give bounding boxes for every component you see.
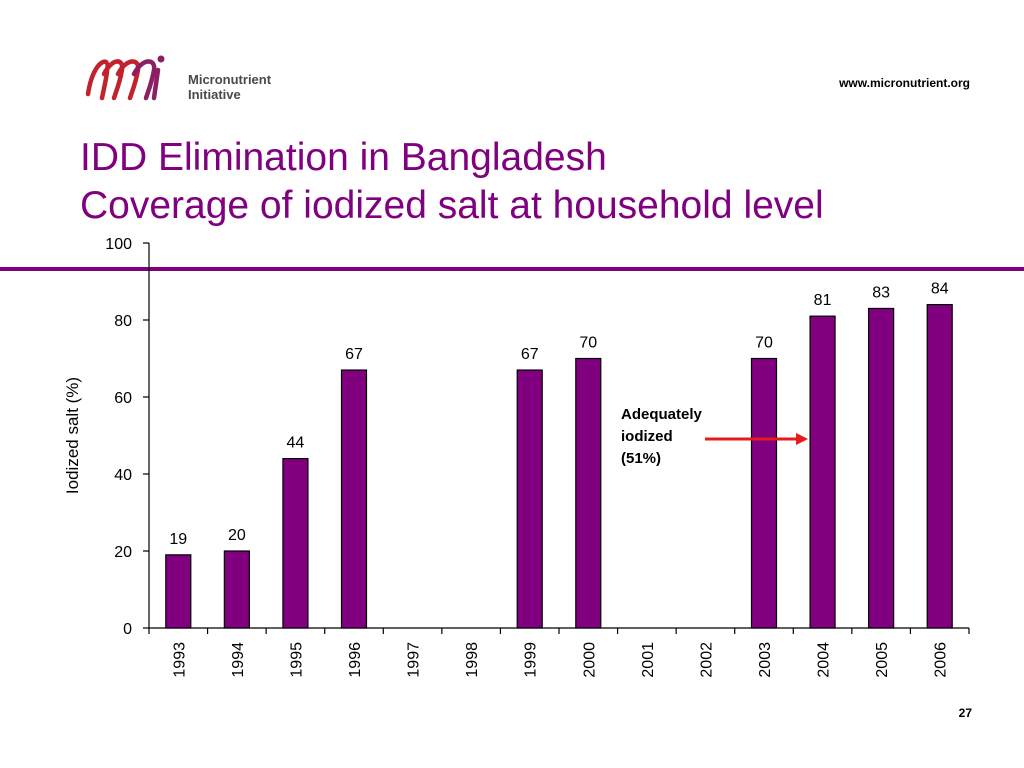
title-divider bbox=[0, 267, 1024, 271]
bar bbox=[282, 458, 309, 629]
title-line-2: Coverage of iodized salt at household le… bbox=[80, 184, 824, 227]
website-url: www.micronutrient.org bbox=[839, 76, 970, 90]
bar bbox=[340, 369, 368, 629]
x-tick-label: 1998 bbox=[464, 642, 481, 678]
logo-line-1: Micronutrient bbox=[188, 72, 272, 87]
data-label: 67 bbox=[521, 346, 539, 363]
y-tick-label: 60 bbox=[114, 390, 132, 407]
x-tick-label: 1994 bbox=[230, 642, 247, 678]
bar bbox=[809, 315, 836, 629]
data-label: 19 bbox=[169, 531, 187, 548]
x-tick-label: 2003 bbox=[757, 642, 774, 678]
data-label: 67 bbox=[345, 346, 363, 363]
x-tick-label: 1995 bbox=[288, 642, 305, 678]
x-tick-label: 2005 bbox=[874, 642, 891, 678]
data-label: 70 bbox=[755, 335, 773, 352]
x-tick-label: 2001 bbox=[640, 642, 657, 678]
bar bbox=[750, 357, 778, 629]
data-label: 83 bbox=[872, 284, 890, 301]
annotation-arrow-head bbox=[796, 433, 809, 445]
x-tick-label: 2004 bbox=[816, 642, 833, 678]
data-label: 81 bbox=[814, 292, 832, 309]
data-label: 20 bbox=[228, 527, 246, 544]
bar bbox=[868, 307, 895, 629]
y-tick-label: 0 bbox=[123, 621, 132, 638]
x-tick-label: 1997 bbox=[406, 642, 423, 678]
y-tick-label: 20 bbox=[114, 544, 132, 561]
page-number: 27 bbox=[958, 706, 972, 720]
slide-title: IDD Elimination in Bangladesh Coverage o… bbox=[80, 134, 824, 230]
data-label: 70 bbox=[579, 335, 597, 352]
y-tick-label: 40 bbox=[114, 467, 132, 484]
x-tick-label: 2006 bbox=[933, 642, 950, 678]
micronutrient-initiative-logo bbox=[85, 55, 165, 101]
x-tick-label: 1996 bbox=[347, 642, 364, 678]
annotation-text-line: iodized bbox=[621, 428, 673, 445]
x-tick-label: 1999 bbox=[523, 642, 540, 678]
x-tick-label: 1993 bbox=[171, 642, 188, 678]
data-label: 84 bbox=[931, 281, 949, 298]
bar bbox=[165, 554, 192, 629]
annotation-text-line: (51%) bbox=[621, 450, 661, 467]
y-tick-label: 100 bbox=[105, 236, 132, 253]
bar bbox=[516, 369, 543, 629]
bar bbox=[575, 357, 602, 629]
y-axis-label: Iodized salt (%) bbox=[63, 377, 82, 494]
title-line-1: IDD Elimination in Bangladesh bbox=[80, 136, 607, 179]
data-label: 44 bbox=[287, 435, 305, 452]
bar bbox=[926, 304, 953, 629]
logo-text: Micronutrient Initiative bbox=[188, 72, 271, 102]
y-tick-label: 80 bbox=[114, 313, 132, 330]
annotation-text-line: Adequately bbox=[621, 406, 703, 423]
x-tick-label: 2000 bbox=[581, 642, 598, 678]
x-tick-label: 2002 bbox=[698, 642, 715, 678]
bar bbox=[223, 550, 250, 629]
logo-line-2: Initiative bbox=[188, 87, 241, 102]
